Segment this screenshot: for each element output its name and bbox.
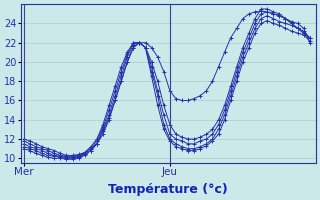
X-axis label: Température (°c): Température (°c) xyxy=(108,183,228,196)
